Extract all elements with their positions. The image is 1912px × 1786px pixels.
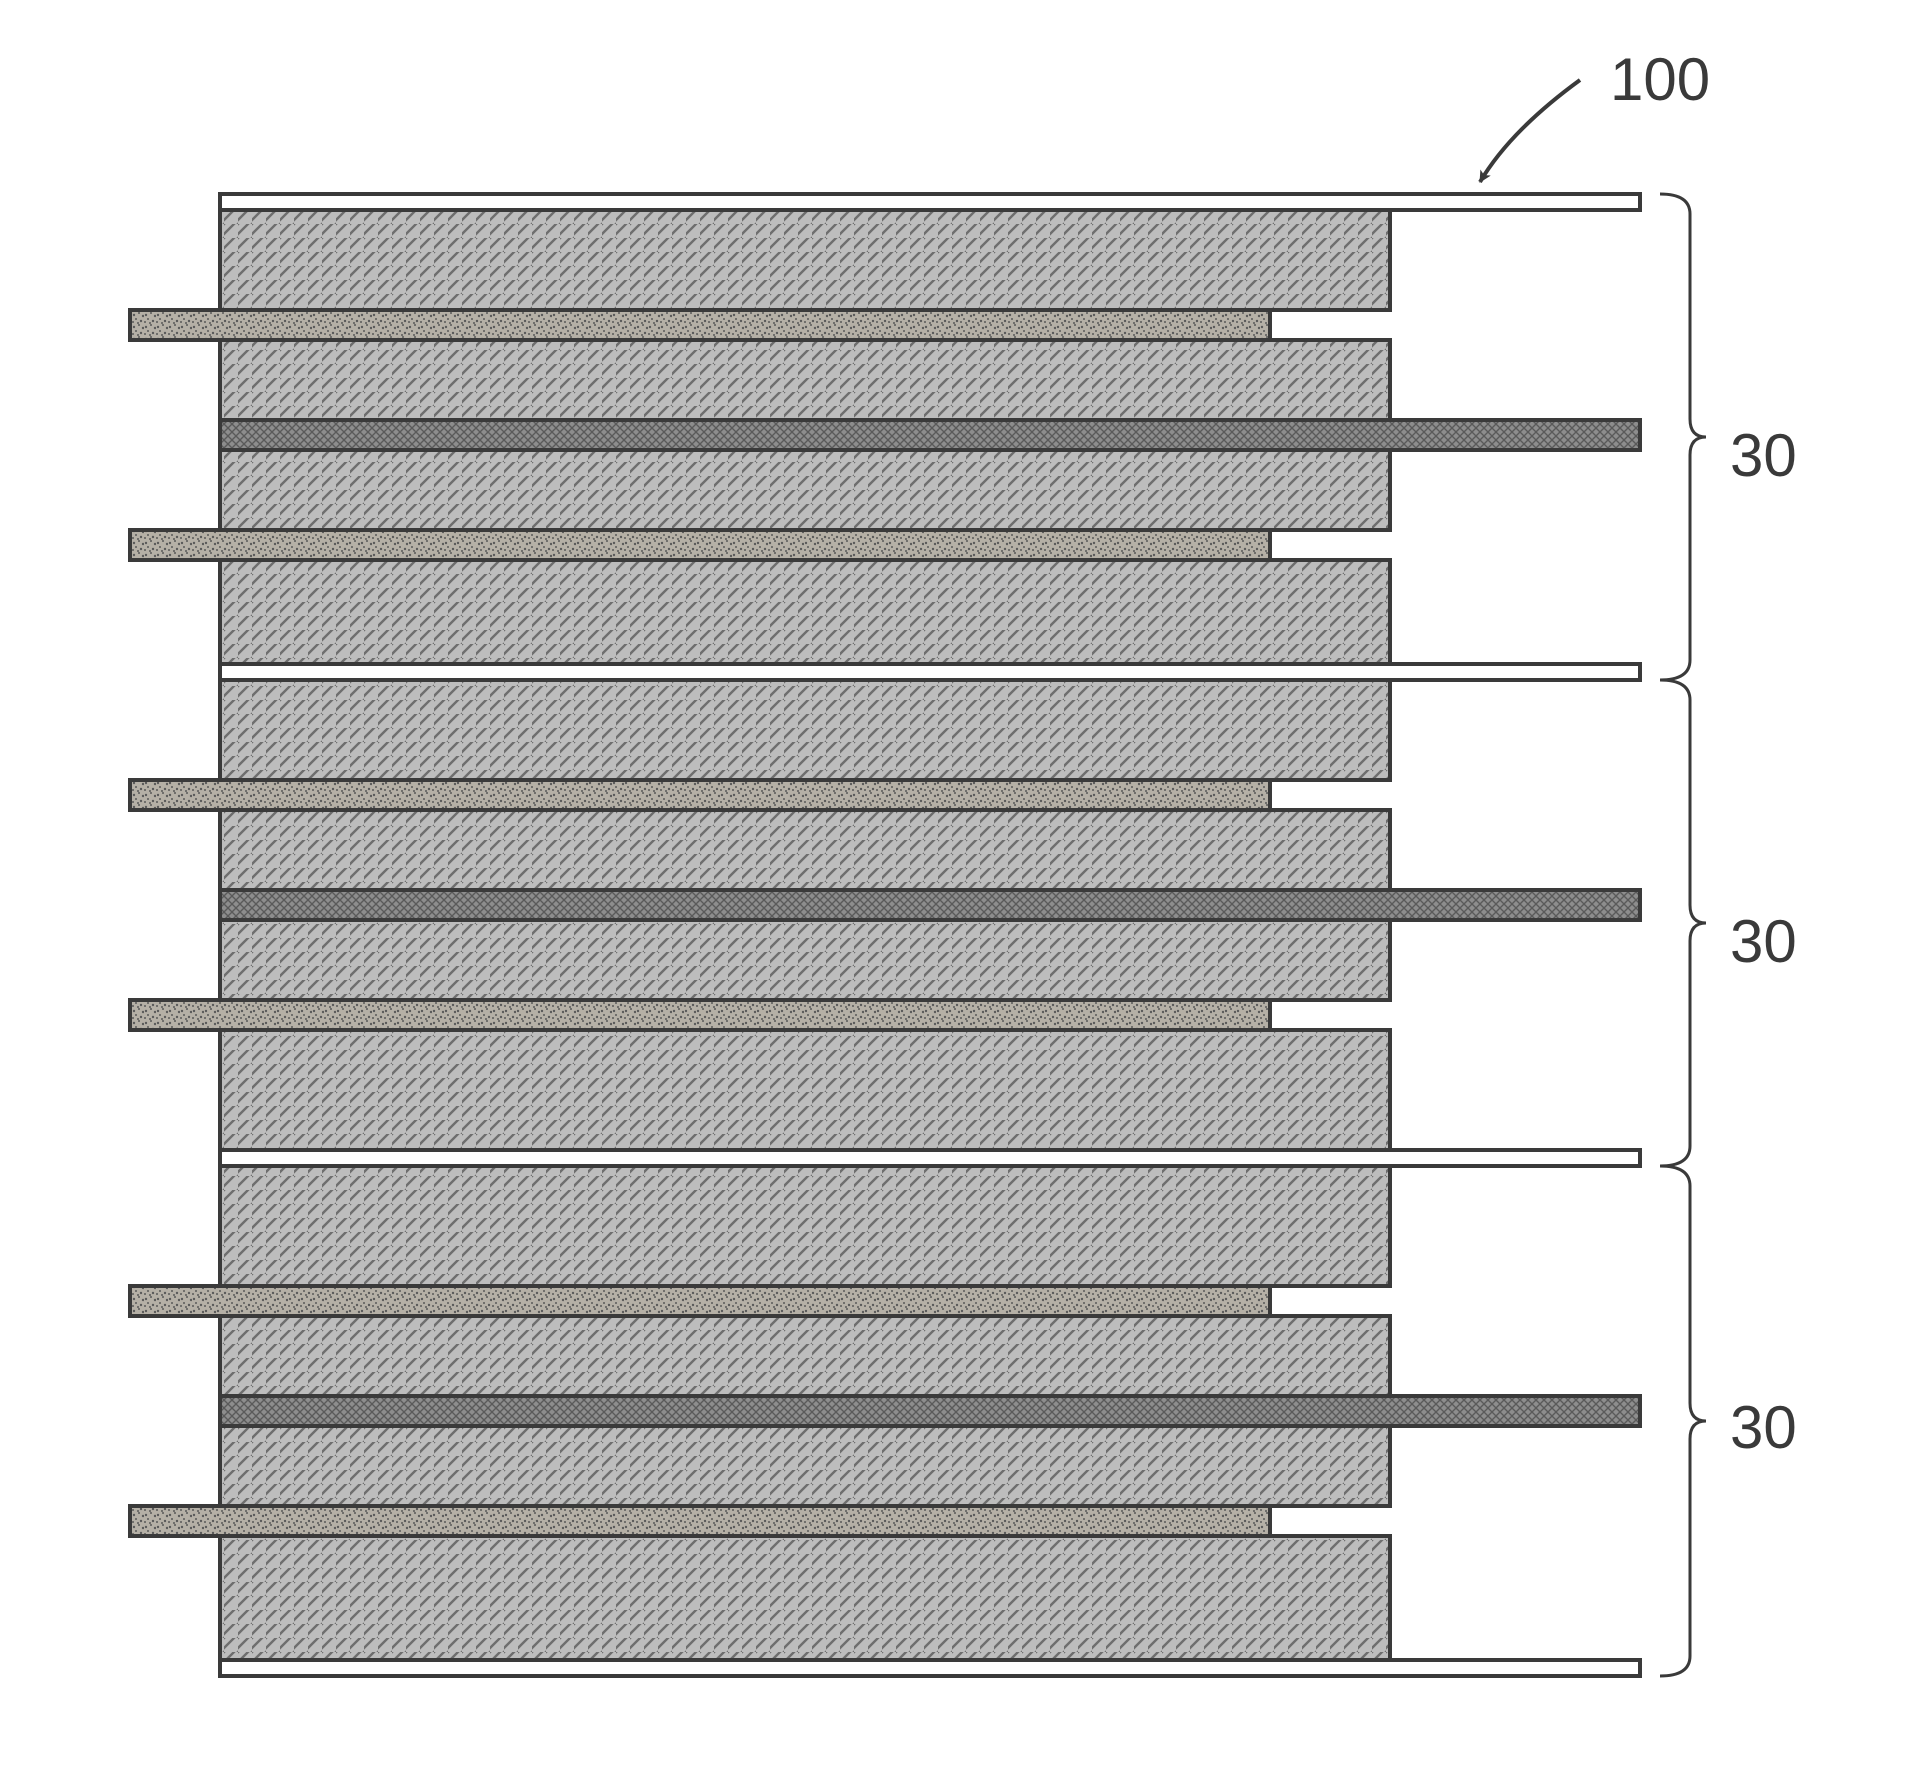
hatch-layer bbox=[220, 920, 1390, 1000]
figure-svg: 30 30 30 100 bbox=[0, 0, 1912, 1786]
hatch-layer bbox=[220, 1426, 1390, 1506]
unit-label: 30 bbox=[1730, 1394, 1797, 1461]
hatch-layer bbox=[220, 1316, 1390, 1396]
plain-layer bbox=[220, 664, 1640, 680]
unit-label: 30 bbox=[1730, 908, 1797, 975]
pointer-arrow bbox=[1480, 80, 1580, 182]
hatch-layer bbox=[220, 680, 1390, 780]
negdot-layer bbox=[130, 310, 1270, 340]
stack-layers bbox=[130, 194, 1640, 1676]
negdot-layer bbox=[130, 1506, 1270, 1536]
hatch-layer bbox=[220, 810, 1390, 890]
hatch-layer bbox=[220, 560, 1390, 664]
arrow-icon bbox=[1480, 80, 1580, 182]
pos-layer bbox=[220, 1396, 1640, 1426]
bracket-icon bbox=[1660, 194, 1706, 680]
assembly-label: 100 bbox=[1610, 46, 1710, 113]
negdot-layer bbox=[130, 1000, 1270, 1030]
labels: 30 30 30 100 bbox=[1610, 46, 1797, 1461]
bracket-icon bbox=[1660, 1166, 1706, 1676]
negdot-layer bbox=[130, 780, 1270, 810]
plain-layer bbox=[220, 194, 1640, 210]
unit-label: 30 bbox=[1730, 422, 1797, 489]
pos-layer bbox=[220, 890, 1640, 920]
plain-layer bbox=[220, 1660, 1640, 1676]
hatch-layer bbox=[220, 1536, 1390, 1660]
negdot-layer bbox=[130, 530, 1270, 560]
hatch-layer bbox=[220, 450, 1390, 530]
negdot-layer bbox=[130, 1286, 1270, 1316]
bracket-icon bbox=[1660, 680, 1706, 1166]
unit-brackets bbox=[1660, 194, 1706, 1676]
hatch-layer bbox=[220, 1030, 1390, 1150]
hatch-layer bbox=[220, 1166, 1390, 1286]
plain-layer bbox=[220, 1150, 1640, 1166]
pos-layer bbox=[220, 420, 1640, 450]
hatch-layer bbox=[220, 210, 1390, 310]
hatch-layer bbox=[220, 340, 1390, 420]
